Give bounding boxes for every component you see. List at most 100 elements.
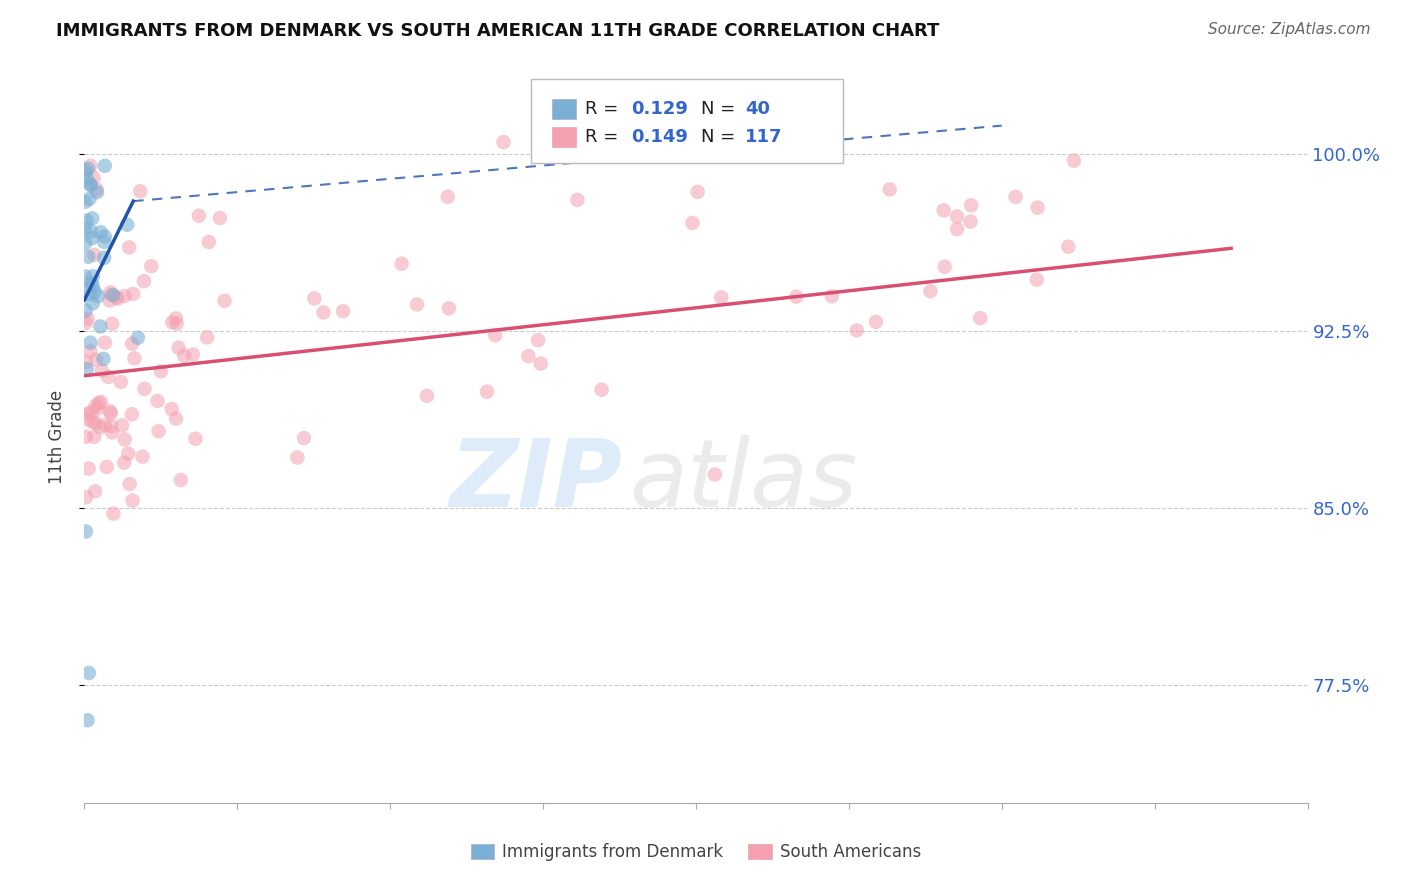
Point [97,370,120,384]
Point [86,401,108,416]
Point [80,178,103,193]
Point [93,235,115,249]
Point [93,351,115,366]
Point [100,418,122,433]
Point [148,424,170,438]
Point [94,335,117,350]
Point [79,287,101,301]
Point [527,333,550,347]
Point [710,290,733,304]
Point [76,407,98,421]
Point [79,177,101,191]
Point [879,182,901,196]
Point [75,164,97,178]
Point [100,406,122,420]
Point [1004,190,1026,204]
Point [946,222,969,236]
Point [79,344,101,359]
Point [124,351,146,366]
Point [75,222,97,236]
Point [112,456,135,470]
Text: R =: R = [585,101,624,119]
Point [111,418,134,433]
Point [166,317,188,331]
Point [184,432,207,446]
Point [82,296,104,310]
Point [77,412,100,426]
Point [89,420,111,434]
Point [84,399,107,413]
Point [79,335,101,350]
Point [165,311,187,326]
Point [686,185,709,199]
Point [530,357,553,371]
FancyBboxPatch shape [531,78,842,163]
Point [83,248,105,262]
Point [82,278,104,293]
Point [83,285,105,299]
Text: 40: 40 [745,101,770,119]
Point [165,411,187,425]
Point [76,362,98,376]
Text: N =: N = [700,128,741,146]
Point [75,316,97,330]
Point [932,203,955,218]
Point [285,450,308,465]
Point [83,430,105,444]
Point [75,269,97,284]
Point [84,352,107,367]
Point [1026,201,1049,215]
Point [160,402,183,417]
Point [181,347,204,361]
Point [100,285,122,300]
FancyBboxPatch shape [551,99,576,119]
Point [162,315,184,329]
Point [959,214,981,228]
Point [82,415,104,429]
Point [107,292,129,306]
Point [110,375,132,389]
Point [122,287,145,301]
Point [1025,272,1047,286]
Point [312,305,335,319]
Point [76,713,98,727]
Text: atlas: atlas [628,435,856,526]
Point [76,283,98,297]
Point [187,209,209,223]
Point [131,450,153,464]
Point [416,389,439,403]
Point [946,210,969,224]
Point [436,190,458,204]
Point [87,396,110,410]
Text: N =: N = [700,101,741,119]
Point [920,284,942,298]
Point [591,383,613,397]
Text: R =: R = [585,128,624,146]
Point [75,236,97,251]
Point [785,290,807,304]
Point [86,182,108,196]
Point [80,224,103,238]
Point [94,159,117,173]
Point [132,274,155,288]
Point [101,288,124,302]
Point [475,384,498,399]
Point [76,172,98,186]
Point [127,331,149,345]
Point [517,349,540,363]
Point [1057,240,1080,254]
Point [77,461,100,475]
Point [167,341,190,355]
Point [75,355,97,369]
Point [115,218,138,232]
Point [121,408,143,422]
Point [80,231,103,245]
Point [90,395,112,409]
Point [960,198,983,212]
Point [101,317,124,331]
Point [121,336,143,351]
Point [87,289,110,303]
Point [845,323,868,337]
Point [84,416,107,430]
Point [75,194,97,209]
